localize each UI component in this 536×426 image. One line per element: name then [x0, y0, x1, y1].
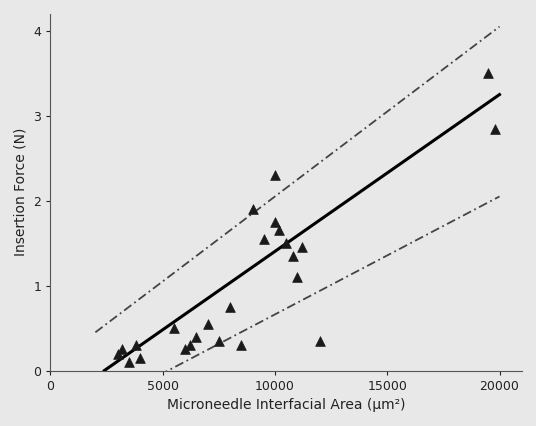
Point: [297, 244, 306, 251]
Point: [275, 227, 284, 234]
Point: [181, 346, 189, 353]
Point: [203, 320, 212, 327]
Point: [226, 303, 234, 310]
Point: [484, 70, 493, 77]
Point: [293, 274, 302, 281]
Point: [192, 333, 200, 340]
Point: [136, 354, 145, 361]
Point: [131, 342, 140, 348]
Point: [237, 342, 245, 348]
Point: [289, 253, 297, 259]
Y-axis label: Insertion Force (N): Insertion Force (N): [14, 128, 28, 256]
Point: [271, 219, 279, 225]
Point: [259, 236, 268, 242]
Point: [316, 337, 324, 344]
Point: [125, 359, 133, 366]
X-axis label: Microneedle Interfacial Area (μm²): Microneedle Interfacial Area (μm²): [167, 398, 405, 412]
Point: [185, 342, 194, 348]
Point: [114, 350, 122, 357]
Point: [491, 125, 500, 132]
Point: [271, 172, 279, 178]
Point: [214, 337, 223, 344]
Point: [248, 206, 257, 213]
Point: [118, 346, 126, 353]
Point: [282, 240, 291, 247]
Point: [170, 325, 178, 331]
